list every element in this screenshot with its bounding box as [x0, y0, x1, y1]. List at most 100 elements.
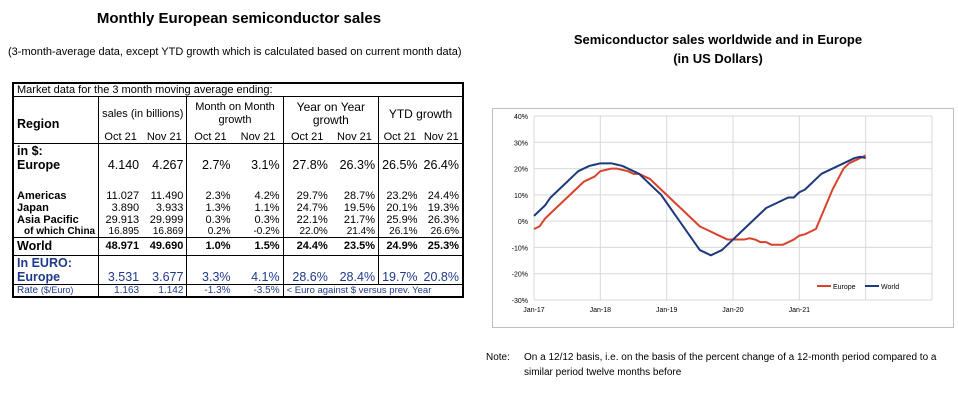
table-cell: 26.3%	[339, 157, 376, 172]
y-tick-label: 10%	[514, 193, 528, 200]
legend-label-europe: Europe	[833, 284, 856, 291]
row-japan-name: Japan	[17, 201, 49, 214]
table-cell: 24.9%	[378, 236, 421, 256]
table-cell: 26.3%	[427, 213, 459, 226]
series-line-europe	[533, 154, 867, 246]
note-text: On a 12/12 basis, i.e. on the basis of t…	[524, 352, 937, 378]
table-subtitle: (3-month-average data, except YTD growth…	[8, 46, 462, 58]
table-title: Monthly European semiconductor sales	[96, 10, 382, 27]
table-cell: 2.3%	[186, 189, 234, 202]
table-cell: 4.1%	[233, 269, 284, 285]
table-cell: 29.913	[98, 213, 143, 226]
in-usd-label: in $:	[17, 143, 43, 158]
col-region: Region	[17, 116, 60, 131]
table-cell: -3.5%	[253, 284, 280, 296]
table-cell: 19.3%	[427, 201, 459, 214]
chart-title-line2: (in US Dollars)	[673, 51, 763, 66]
x-tick-label: Jan-17	[523, 307, 545, 314]
chart-title-line1: Semiconductor sales worldwide and in Eur…	[573, 32, 863, 47]
table-cell: 26.5%	[378, 157, 421, 172]
rate-note: < Euro against $ versus prev. Year	[282, 284, 463, 297]
table-cell: 20.8%	[420, 269, 463, 285]
table-cell: 23.5%	[330, 236, 379, 256]
month-header: Nov 21	[420, 130, 463, 144]
table-cell: -1.3%	[186, 284, 234, 297]
table-cell: 19.7%	[378, 269, 421, 285]
series-line-world	[533, 155, 866, 257]
in-euro-label: In EURO:	[17, 255, 72, 270]
month-header: Oct 21	[98, 130, 143, 144]
table-cell: 25.9%	[378, 213, 421, 226]
x-tick-label: Jan-20	[722, 307, 744, 314]
table-cell: 16.869	[152, 225, 184, 237]
note-label: Note:	[486, 352, 510, 363]
table-cell: 1.0%	[186, 236, 234, 256]
table-cell: 3.3%	[186, 269, 234, 285]
table-cell: 27.8%	[282, 157, 331, 172]
row-asia-pacific-name: Asia Pacific	[17, 213, 79, 226]
month-header: Oct 21	[282, 130, 331, 144]
table-cell: 3.677	[142, 269, 187, 285]
table-cell: 1.1%	[254, 201, 280, 214]
chart-frame	[492, 108, 954, 328]
table-cell: 24.7%	[282, 201, 331, 214]
row-europe-name: Europe	[17, 157, 61, 172]
y-tick-label: 30%	[514, 140, 528, 147]
rate-name: Rate	[17, 284, 39, 296]
table-cell: 2.7%	[186, 157, 234, 172]
table-cell: 21.4%	[346, 225, 376, 237]
y-tick-label: 40%	[514, 114, 528, 121]
table-cell: 20.1%	[378, 201, 421, 214]
table-cell: 22.1%	[282, 213, 331, 226]
table-cell: 1.142	[158, 284, 184, 296]
y-tick-label: -30%	[512, 298, 528, 305]
y-tick-label: 0%	[518, 219, 528, 226]
table-cell: 0.3%	[186, 213, 234, 226]
col-mom: Month on Month growth	[186, 96, 284, 131]
line-chart: 40% 30% 20% 10% 0% -10% -20% -30% Jan-17 Jan-18 Ja…	[492, 108, 954, 328]
table-cell: 28.7%	[343, 189, 376, 202]
row-europe-euro-name: Europe	[13, 269, 99, 285]
rate-unit: ($/Euro)	[40, 284, 74, 295]
table-cell: 3.890	[98, 201, 143, 214]
month-header: Nov 21	[330, 130, 379, 144]
col-ytd: YTD growth	[378, 96, 463, 131]
table-cell: 0.3%	[254, 213, 280, 226]
chart-title: Semiconductor sales worldwide and in Eur…	[478, 30, 958, 68]
legend-label-world: World	[881, 284, 899, 291]
table-cell: 21.7%	[343, 213, 376, 226]
table-caption: Market data for the 3 month moving avera…	[13, 83, 463, 97]
row-americas-name: Americas	[17, 189, 67, 202]
market-data-table: Market data for the 3 month moving avera…	[12, 82, 464, 298]
table-cell: 11.027	[98, 189, 143, 202]
table-cell: 48.971	[98, 236, 143, 256]
table-cell: 3.933	[155, 201, 184, 214]
month-header: Nov 21	[233, 130, 284, 144]
table-cell: 28.4%	[330, 269, 379, 285]
table-cell: 16.895	[98, 225, 143, 237]
col-sales: sales (in billions)	[98, 96, 187, 131]
x-tick-label: Jan-21	[789, 307, 811, 314]
y-tick-label: 20%	[514, 167, 528, 174]
table-cell: 26.1%	[378, 225, 421, 237]
table-cell: 29.999	[149, 213, 184, 226]
y-tick-label: -20%	[512, 272, 528, 279]
month-header: Nov 21	[142, 130, 187, 144]
month-header: Oct 21	[378, 130, 421, 144]
table-cell: 3.1%	[251, 157, 280, 172]
x-tick-label: Jan-18	[590, 307, 612, 314]
y-tick-label: -10%	[512, 245, 528, 252]
col-yoy: Year on Year growth	[282, 96, 379, 131]
table-cell: 22.0%	[282, 225, 331, 237]
table-cell: -0.2%	[253, 225, 280, 237]
table-cell: 4.267	[152, 157, 184, 172]
table-cell: 26.4%	[423, 157, 459, 172]
table-cell: 28.6%	[282, 269, 331, 285]
table-cell: 1.5%	[233, 236, 284, 256]
table-cell: 1.3%	[186, 201, 234, 214]
row-world-name: World	[13, 236, 99, 256]
table-cell: 49.690	[142, 236, 187, 256]
table-cell: 26.6%	[430, 225, 459, 237]
x-tick-label: Jan-19	[656, 307, 678, 314]
table-cell: 4.140	[98, 157, 143, 172]
